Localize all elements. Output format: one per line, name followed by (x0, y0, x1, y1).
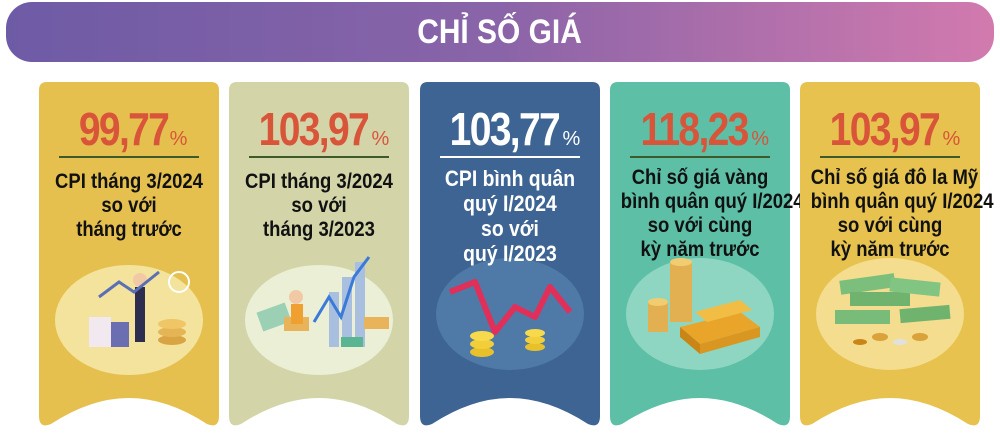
card-description-line: CPI tháng 3/2024 (55, 170, 203, 193)
card-value: 118,23% (640, 103, 769, 155)
card-description-line: kỳ năm trước (640, 238, 760, 261)
card-description-line: quý I/2023 (463, 241, 557, 266)
percent-unit: % (371, 128, 390, 150)
card-description-line: tháng 3/2023 (263, 218, 375, 241)
card-description: CPI tháng 3/2024 so với tháng 3/2023 (229, 170, 409, 242)
card-description-line: tháng trước (76, 218, 182, 241)
percent-unit: % (942, 128, 961, 150)
card-description-line: CPI tháng 3/2024 (245, 170, 393, 193)
card-description: Chỉ số giá vàng bình quân quý I/2024 so vớ… (610, 166, 804, 262)
divider (249, 156, 389, 158)
person-laptop-growth-chart-illustration (245, 256, 393, 375)
shopping-person-chart-illustration (55, 265, 203, 375)
divider (59, 156, 199, 158)
card-description-line: so với (291, 194, 347, 217)
card-description-line: quý I/2024 (463, 191, 557, 216)
card-description: Chỉ số giá đô la Mỹ bình quân quý I/2024 s… (800, 166, 994, 262)
card-description: CPI bình quân quý I/2024 so với quý I/2023 (420, 166, 600, 266)
card-description-line: so với cùng (647, 214, 753, 237)
percent-unit: % (562, 128, 581, 150)
card-description-line: Chỉ số giá vàng (631, 166, 769, 189)
dollar-bills-coins-illustration (816, 258, 964, 370)
card-description-line: so với cùng (837, 214, 943, 237)
cpi-card-5: 103,97% Chỉ số giá đô la Mỹ bình quân quý… (800, 82, 994, 428)
card-description-line: Chỉ số giá đô la Mỹ (810, 166, 979, 189)
divider (440, 156, 580, 158)
card-description-line: so với (101, 194, 157, 217)
divider (630, 156, 770, 158)
cpi-card-1: 99,77% CPI tháng 3/2024 so với tháng trước (39, 82, 219, 428)
card-description-line: CPI bình quân (444, 166, 576, 191)
cpi-card-2: 103,97% CPI tháng 3/2024 so với tháng 3/20… (229, 82, 409, 428)
card-value: 103,77% (449, 103, 581, 155)
page-title: CHỈ SỐ GIÁ (417, 12, 583, 51)
cpi-card-4: 118,23% Chỉ số giá vàng bình quân quý I/2… (610, 82, 804, 428)
zigzag-arrow-coins-illustration (436, 258, 584, 370)
percent-unit: % (169, 128, 188, 150)
card-description-line: kỳ năm trước (830, 238, 950, 261)
cpi-card-3: 103,77% CPI bình quân quý I/2024 so với quý… (420, 82, 600, 428)
title-banner: CHỈ SỐ GIÁ (6, 2, 994, 62)
gold-bars-coins-illustration (626, 258, 774, 370)
card-description-line: bình quân quý I/2024 (620, 190, 804, 213)
card-description: CPI tháng 3/2024 so với tháng trước (39, 170, 219, 242)
divider (820, 156, 960, 158)
percent-unit: % (751, 128, 769, 150)
card-value: 103,97% (829, 103, 961, 155)
card-value: 99,77% (78, 103, 188, 155)
card-value: 103,97% (258, 103, 390, 155)
card-description-line: bình quân quý I/2024 (810, 190, 994, 213)
card-description-line: so với (481, 216, 539, 241)
